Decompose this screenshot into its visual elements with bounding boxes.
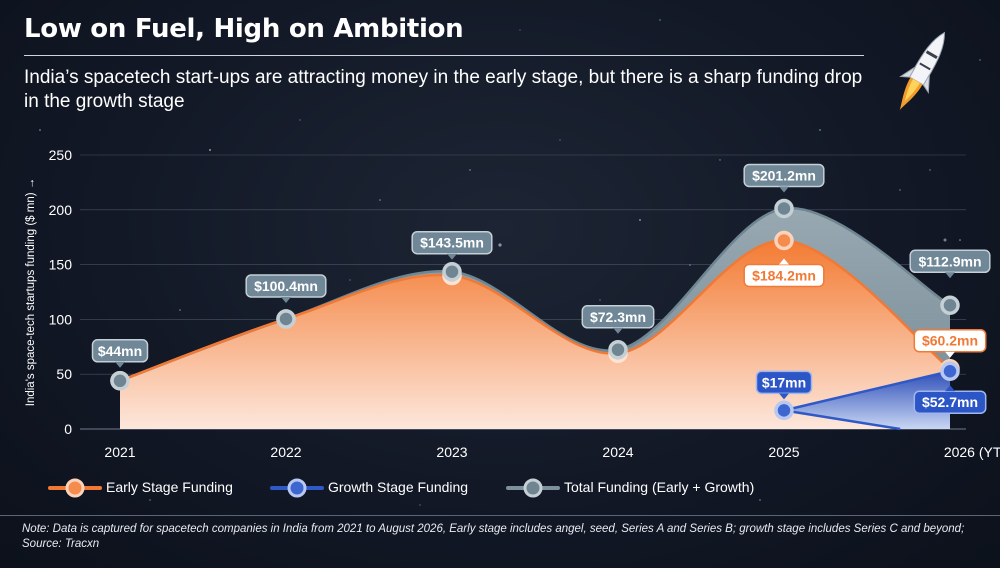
total-point (442, 261, 462, 282)
data-label-text: $201.2mn (752, 167, 816, 183)
rocket-icon (899, 31, 946, 111)
legend-item-total: Total Funding (Early + Growth) (506, 476, 786, 500)
data-label-pointer (945, 385, 955, 392)
data-label-pointer (945, 351, 955, 358)
data-label-pointer (613, 327, 623, 334)
data-label: $143.5mn (411, 230, 493, 260)
legend-label-early: Early Stage Funding (106, 479, 233, 495)
y-axis-title: India's space-tech startups funding ($ m… (25, 178, 37, 406)
total-point (608, 340, 628, 360)
total-point (110, 371, 130, 391)
data-label-text: $143.5mn (420, 235, 484, 251)
legend-label-growth: Growth Stage Funding (328, 479, 469, 495)
data-label-text: $17mn (762, 374, 806, 390)
total-point (774, 198, 794, 219)
footer-divider (0, 515, 1000, 516)
data-label-pointer (115, 361, 125, 368)
growth-funding-area (784, 371, 950, 429)
data-label-pointer (447, 253, 457, 260)
legend-item-early: Early Stage Funding (48, 476, 248, 500)
legend-marker-early (48, 478, 102, 498)
legend-item-growth: Growth Stage Funding (270, 476, 490, 500)
total-point (276, 309, 296, 329)
early-point (774, 230, 794, 251)
x-tick-label: 2024 (602, 444, 633, 460)
funding-area-chart: $44mn $100.4mn $143.5mn $72.3mn $201.2mn $184… (25, 147, 1000, 460)
data-label-text: $44mn (98, 343, 142, 359)
early-funding-area (120, 240, 950, 429)
y-tick-label: 200 (49, 202, 73, 218)
data-label: $201.2mn (743, 163, 825, 193)
data-label: $52.7mn (913, 385, 987, 414)
x-tick-label: 2025 (768, 444, 799, 460)
data-label-text: $100.4mn (254, 278, 318, 294)
data-label-text: $72.3mn (590, 309, 646, 325)
x-tick-label: 2022 (270, 444, 301, 460)
title-divider (24, 55, 864, 56)
early-funding-line (119, 239, 951, 382)
x-tick-label: 2021 (104, 444, 135, 460)
data-label-text: $52.7mn (922, 394, 978, 410)
x-tick-label: 2023 (436, 444, 467, 460)
y-tick-label: 100 (49, 311, 73, 327)
legend-marker-total (506, 478, 560, 498)
data-label-pointer (779, 258, 789, 265)
y-tick-label: 0 (64, 421, 72, 437)
data-label: $184.2mn (743, 258, 825, 288)
y-tick-label: 150 (49, 257, 73, 273)
data-label-text: $60.2mn (922, 333, 978, 349)
data-label: $44mn (91, 339, 149, 368)
legend-label-total: Total Funding (Early + Growth) (564, 479, 755, 495)
data-label: $17mn (755, 370, 813, 400)
data-label: $100.4mn (245, 274, 327, 303)
data-label-box (743, 263, 825, 288)
chart-title: Low on Fuel, High on Ambition (24, 14, 464, 44)
data-label-pointer (281, 296, 291, 303)
data-label-text: $112.9mn (918, 253, 981, 269)
chart-subtitle: India’s spacetech start-ups are attracti… (24, 67, 863, 112)
source-note: Note: Data is captured for spacetech com… (22, 523, 965, 550)
legend-marker-growth (270, 478, 324, 498)
data-label-pointer (779, 393, 789, 400)
x-tick-label: 2026 (YTD) (944, 444, 1000, 460)
data-label: $60.2mn (913, 328, 987, 358)
total-point (940, 295, 960, 316)
data-label-pointer (945, 272, 955, 279)
growth-point (774, 400, 794, 421)
data-label: $112.9mn (909, 249, 991, 279)
data-label-text: $184.2mn (752, 267, 816, 283)
growth-point (940, 361, 960, 381)
data-label-pointer (779, 186, 789, 193)
y-tick-label: 50 (56, 366, 72, 382)
data-label: $72.3mn (581, 305, 655, 334)
data-label-box (755, 370, 813, 395)
y-tick-label: 250 (49, 147, 73, 163)
